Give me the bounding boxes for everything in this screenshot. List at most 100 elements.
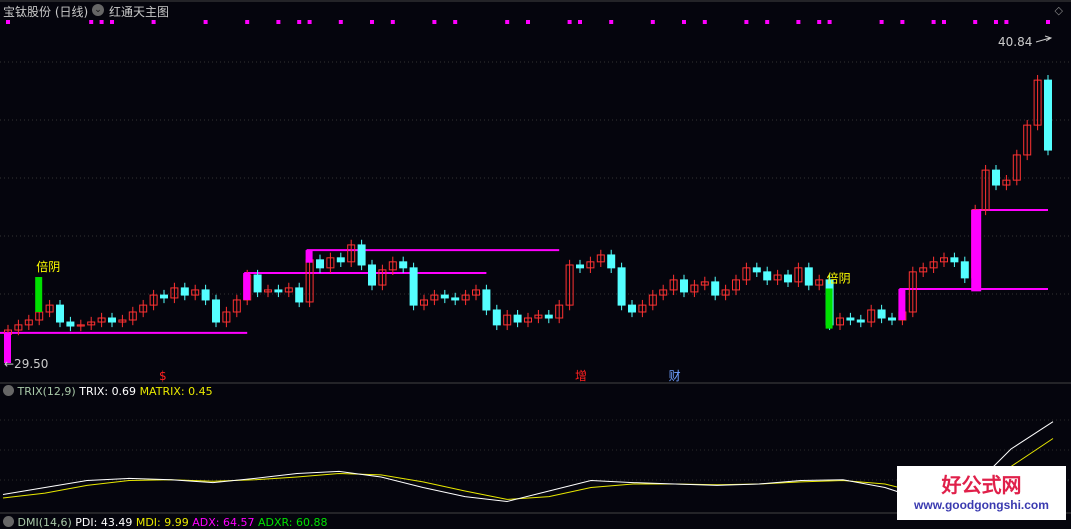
signal-bar [971,209,982,292]
chevron-down-icon[interactable] [3,385,14,396]
candle-body [752,267,761,273]
high-price-label: 40.84 [998,35,1032,49]
mdi-value: MDI: 9.99 [135,516,189,529]
low-price-label: ←29.50 [4,357,48,371]
candle-body [347,244,356,263]
candle-body [555,304,564,319]
candle-body [815,279,824,286]
signal-bar [243,273,251,300]
candle-body [430,294,439,301]
candle-body [118,319,127,323]
candle-body [586,261,595,269]
candle-body [846,317,855,321]
candle-body [274,289,283,293]
candle-body [160,294,168,299]
candle-body [97,317,106,323]
signal-marker [276,20,281,24]
adx-value: ADX: 64.57 [192,516,255,529]
candle-body [659,289,668,296]
candle-body [76,324,85,327]
candle-body [409,267,418,306]
candle-body [648,294,657,306]
candle-body [794,267,803,283]
template-name[interactable]: 红通天主图 [109,5,170,19]
watermark-cn: 好公式网 [941,473,1022,497]
matrix-value: MATRIX: 0.45 [139,385,213,398]
candle-body [617,267,626,306]
candle-body [836,317,844,326]
signal-marker [110,20,114,24]
candle-body [295,287,304,303]
signal-marker [817,20,822,24]
signal-marker [151,20,156,24]
signal-marker [307,20,312,24]
event-label: $ [159,369,167,383]
signal-marker [744,20,749,24]
signal-marker [370,20,374,24]
candle-body [680,279,688,293]
signal-marker [609,20,614,24]
signal-marker [526,20,530,24]
candle-body [170,287,179,299]
candle-body [326,257,335,269]
signal-marker [567,20,572,24]
dmi-name: DMI(14,6) [17,516,72,529]
candle-body [14,324,23,331]
candle-body [690,284,699,293]
signal-marker [245,20,250,24]
candle-body [596,254,605,263]
candle-body [513,314,522,323]
candle-body [472,289,480,296]
signal-marker [973,20,978,24]
candle-body [960,261,969,279]
signal-marker [931,20,936,24]
candle-body [1012,154,1021,181]
signal-marker [453,20,458,24]
candle-body [253,274,262,293]
stock-title: 宝钛股份 (日线) [3,5,89,19]
candle-body [191,289,200,296]
bear-signal-bar [35,277,43,312]
candle-body [524,317,532,323]
signal-marker [297,20,302,24]
candle-body [534,314,543,319]
signal-marker [879,20,884,24]
candle-body [45,304,54,313]
candle-body [56,304,64,323]
candle-body [784,274,792,283]
bear-signal-label: 倍阴 [827,270,851,285]
trix-name: TRIX(12,9) [17,385,76,398]
candle-body [628,304,636,313]
candle-body [399,261,408,269]
trix-line [2,421,1054,503]
candle-body [1033,79,1042,126]
signal-marker [432,20,437,24]
candle-body [700,281,709,286]
signal-marker [1004,20,1009,24]
bear-signal-label: 倍阴 [36,259,60,274]
candle-body [378,269,387,286]
candle-body [357,244,366,266]
candle-body [1044,79,1052,151]
candle-body [888,317,896,321]
chevron-down-icon[interactable] [3,516,14,527]
candle-body [128,311,137,321]
signal-marker [89,20,94,24]
signal-marker [203,20,208,24]
signal-marker [578,20,582,24]
diamond-icon[interactable]: ◇ [1054,4,1063,17]
signal-marker [99,20,104,24]
signal-bar [898,289,906,321]
candle-body [773,274,782,281]
signal-bar [305,250,313,263]
candle-body [544,314,553,319]
candle-body [804,267,813,286]
chevron-down-icon[interactable]: ⌄ [92,4,104,16]
candle-body [1002,179,1011,186]
trix-value: TRIX: 0.69 [79,385,137,398]
candle-body [503,314,512,326]
candle-body [149,294,158,306]
event-label: 财 [669,369,681,383]
candle-body [440,294,449,299]
signal-marker [682,20,686,24]
